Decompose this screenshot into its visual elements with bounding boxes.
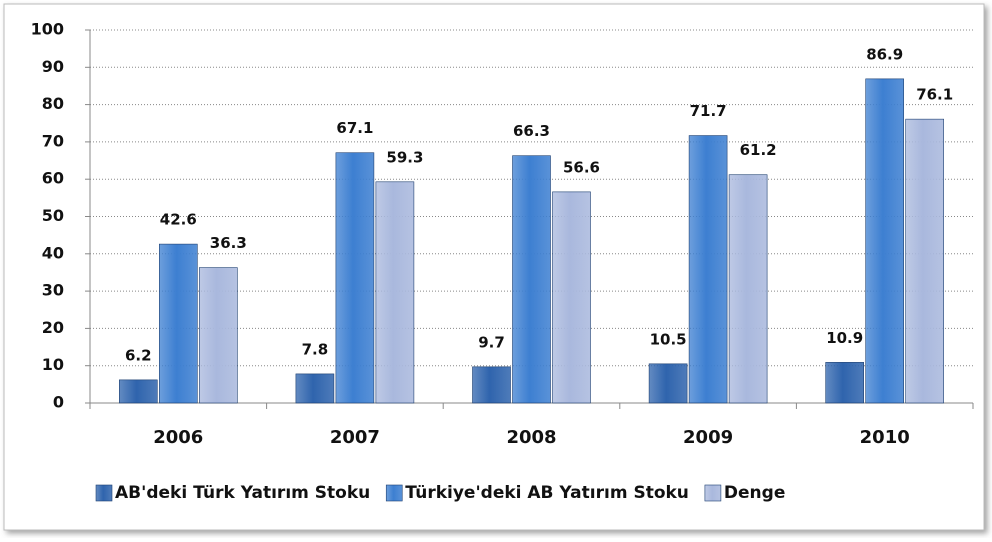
y-tick-label: 50 <box>42 206 64 225</box>
bar <box>159 243 198 404</box>
data-label: 59.3 <box>386 148 423 166</box>
data-label: 36.3 <box>210 234 247 252</box>
data-label: 9.7 <box>478 333 505 351</box>
y-tick-label: 20 <box>42 318 64 337</box>
x-tick-label: 2009 <box>683 427 733 448</box>
y-tick-label: 0 <box>53 393 64 412</box>
x-tick-label: 2008 <box>506 427 556 448</box>
y-tick-label: 100 <box>31 20 64 39</box>
legend-label: Türkiye'deki AB Yatırım Stoku <box>405 483 689 503</box>
data-label: 42.6 <box>160 211 197 229</box>
legend-swatch <box>385 484 403 502</box>
bar <box>728 174 768 404</box>
bar <box>865 78 905 404</box>
bar <box>335 152 375 404</box>
y-tick-label: 10 <box>42 355 64 374</box>
data-label: 66.3 <box>513 122 550 140</box>
data-label: 7.8 <box>302 340 329 358</box>
bar <box>199 267 238 404</box>
bar <box>825 362 865 404</box>
legend-swatch <box>704 484 722 502</box>
x-tick-label: 2010 <box>860 427 910 448</box>
bar <box>119 379 158 404</box>
y-tick-label: 60 <box>42 169 64 188</box>
data-label: 56.6 <box>563 158 600 176</box>
data-label: 10.9 <box>826 329 863 347</box>
y-tick-label: 80 <box>42 94 64 113</box>
bar <box>375 181 415 404</box>
y-tick-label: 70 <box>42 131 64 150</box>
bar <box>552 191 591 404</box>
bar <box>512 155 551 404</box>
data-label: 61.2 <box>740 141 777 159</box>
y-tick-label: 40 <box>42 243 64 262</box>
y-tick-label: 90 <box>42 57 64 76</box>
bar <box>648 363 688 404</box>
legend-label: AB'deki Türk Yatırım Stoku <box>115 483 370 503</box>
bar <box>472 366 511 404</box>
data-label: 6.2 <box>125 346 152 364</box>
chart-frame <box>3 3 985 531</box>
data-label: 76.1 <box>916 86 953 104</box>
legend-swatch <box>95 484 113 502</box>
data-label: 71.7 <box>690 102 727 120</box>
legend-label: Denge <box>724 483 785 503</box>
data-label: 86.9 <box>866 45 903 63</box>
bar <box>295 373 335 404</box>
x-tick-label: 2006 <box>153 427 203 448</box>
data-label: 10.5 <box>650 330 687 348</box>
y-tick-label: 30 <box>42 281 64 300</box>
bar <box>688 135 728 404</box>
bar <box>905 118 945 404</box>
x-tick-label: 2007 <box>330 427 380 448</box>
data-label: 67.1 <box>336 119 373 137</box>
